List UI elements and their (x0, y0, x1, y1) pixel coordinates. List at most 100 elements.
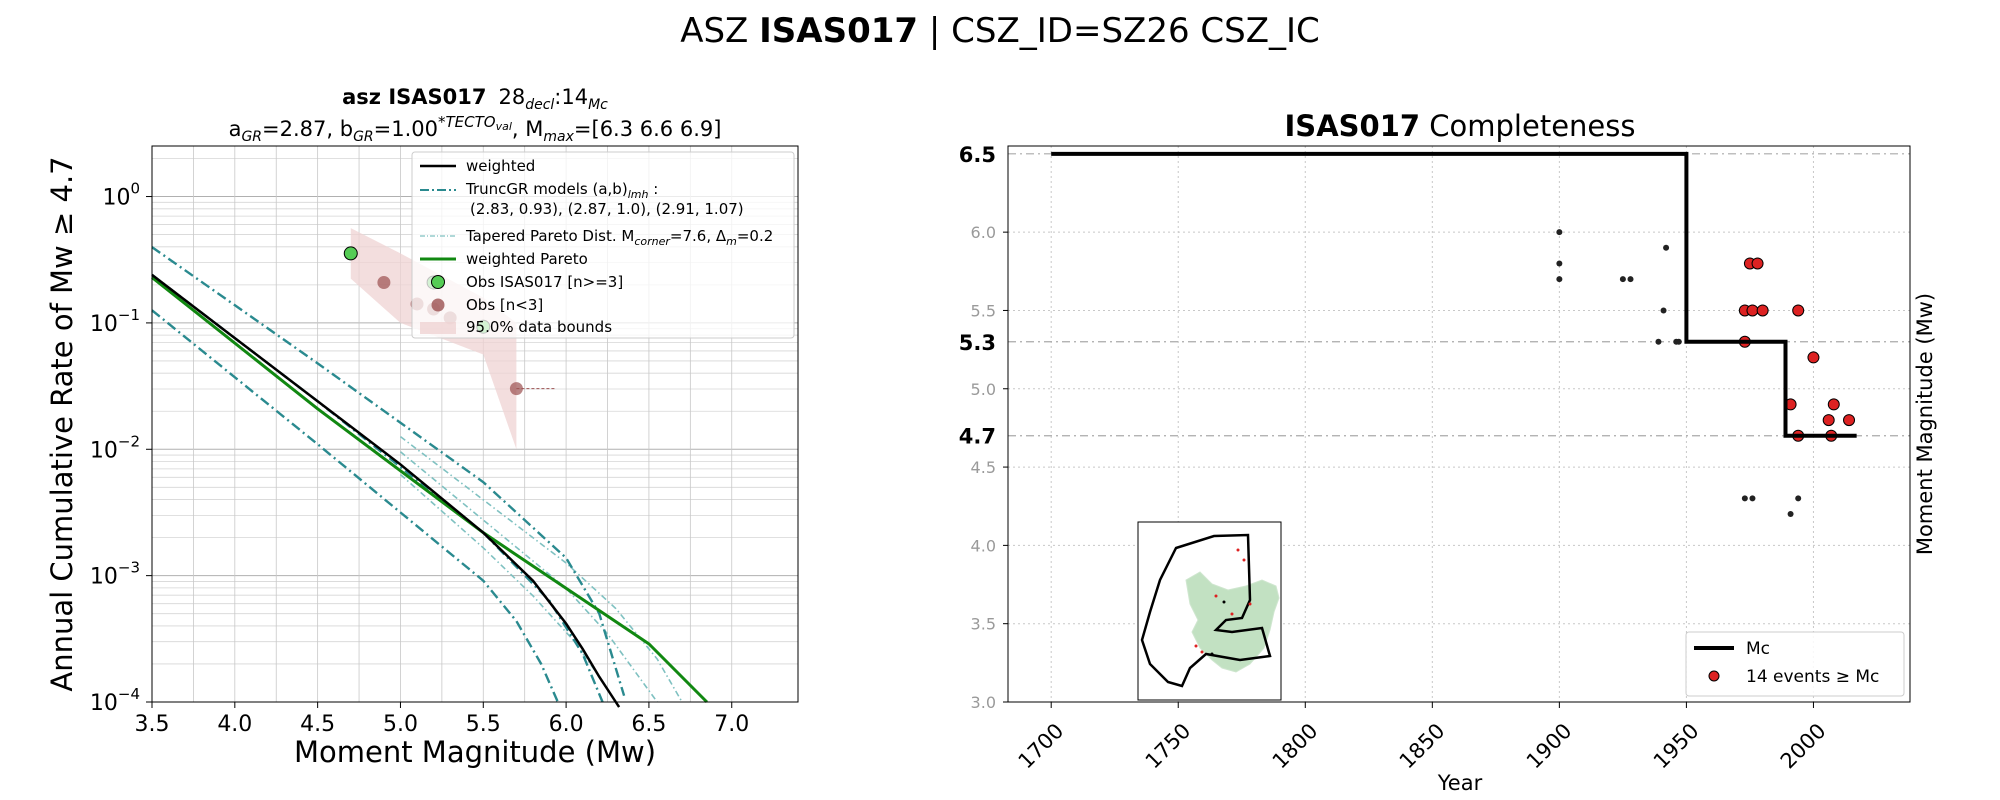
complete-event-point (1792, 304, 1805, 317)
mfd-legend: weighted TruncGR models (a,b)lmh : (2.83… (411, 151, 795, 339)
completeness-y-tick-label: 5.5 (971, 301, 996, 320)
mc-value-label: 6.5 (959, 143, 996, 167)
completeness-points (1556, 229, 1856, 518)
completeness-axes-frame (1007, 145, 1911, 703)
mfd-title-line1: asz ISAS017 28decl:14Mc (342, 85, 608, 113)
completeness-ylabel: Moment Magnitude (Mw) (1913, 293, 1937, 555)
completeness-x-tick-label: 1700 (1014, 719, 1069, 774)
mfd-y-tick-label: 10−2 (90, 432, 140, 463)
weighted-line (151, 273, 621, 708)
truncgr-line (151, 246, 626, 697)
mfd-lines (151, 246, 708, 708)
mfd-x-tick-label: 6.0 (549, 712, 584, 737)
completeness-y-ticks: 3.0 3.5 4.0 4.5 5.0 5.5 6.0 4.7 5.3 6.5 (959, 143, 1008, 712)
inset-map-event (1200, 650, 1204, 654)
legend-frame (411, 151, 795, 339)
catalog-event-point (1787, 511, 1794, 518)
inset-map-station (1222, 600, 1226, 604)
legend-bounds-label: 95.0% data bounds (466, 318, 612, 336)
completeness-panel: ISAS017 Completeness 1700 1750 1800 1850 190… (959, 109, 1937, 795)
legend-truncgr-label: TruncGR models (a,b)lmh : (465, 180, 658, 201)
mfd-y-tick-label: 10−1 (90, 306, 140, 337)
tapered-pareto-line (399, 451, 658, 703)
complete-event-point (1843, 414, 1856, 427)
inset-map-event (1194, 644, 1198, 648)
catalog-event-point (1795, 495, 1802, 502)
completeness-title: ISAS017 Completeness (1285, 109, 1636, 143)
completeness-x-tick-label: 2000 (1776, 719, 1831, 774)
mfd-x-tick-label: 6.5 (631, 712, 666, 737)
mfd-x-tick-label: 5.0 (383, 712, 418, 737)
catalog-event-point (1741, 495, 1748, 502)
inset-map-station (1210, 652, 1214, 656)
mfd-y-ticks: 10−4 10−3 10−2 10−1 100 (90, 180, 152, 716)
mfd-xlabel: Moment Magnitude (Mw) (294, 735, 656, 769)
legend-obslt3-swatch (431, 298, 445, 312)
legend-truncgr-values: (2.83, 0.93), (2.87, 1.0), (2.91, 1.07) (470, 200, 744, 218)
obs-point (343, 246, 358, 261)
legend-events-swatch (1708, 670, 1720, 682)
complete-event-point (1756, 304, 1769, 317)
mfd-ylabel: Annual Cumulative Rate of Mw ≥ 4.7 (45, 156, 79, 691)
mfd-y-tick-label: 100 (102, 180, 140, 211)
complete-event-point (1827, 398, 1840, 411)
catalog-event-point (1749, 495, 1756, 502)
mfd-x-tick-label: 5.5 (466, 712, 501, 737)
truncgr-line (151, 273, 604, 703)
catalog-event-point (1556, 229, 1563, 236)
catalog-event-point (1556, 276, 1563, 283)
legend-weighted-label: weighted (466, 157, 535, 175)
mfd-x-tick-label: 7.0 (714, 712, 749, 737)
figure-suptitle: ASZ ISAS017 | CSZ_ID=SZ26 CSZ_IC (680, 11, 1320, 51)
mfd-y-tick-label: 10−3 (90, 559, 140, 590)
obs-lt3-point (509, 382, 523, 396)
data-bounds-band (350, 228, 517, 450)
completeness-x-tick-label: 1950 (1649, 719, 1704, 774)
completeness-x-tick-label: 1750 (1141, 719, 1196, 774)
completeness-x-tick-label: 1800 (1268, 719, 1323, 774)
complete-event-point (1822, 414, 1835, 427)
mc-value-label: 5.3 (959, 331, 996, 355)
mfd-x-tick-label: 3.5 (135, 712, 170, 737)
completeness-x-tick-label: 1850 (1395, 719, 1450, 774)
catalog-event-point (1556, 260, 1563, 267)
catalog-event-point (1675, 338, 1682, 345)
inset-map (1137, 521, 1282, 701)
completeness-y-tick-label: 3.0 (971, 693, 996, 712)
inset-map-zone-outline (1140, 533, 1272, 688)
inset-map-landmass (1185, 571, 1280, 673)
completeness-y-tick-label: 4.5 (971, 458, 996, 477)
inset-map-event (1236, 548, 1240, 552)
catalog-event-point (1619, 276, 1626, 283)
data-bounds-polygon (350, 228, 517, 450)
completeness-y-tick-label: 6.0 (971, 223, 996, 242)
completeness-x-tick-label: 1900 (1522, 719, 1577, 774)
legend-mc-label: Mc (1746, 639, 1770, 659)
legend-frame (1685, 631, 1905, 697)
completeness-y-tick-label: 3.5 (971, 615, 996, 634)
tapered-pareto-line (399, 436, 683, 703)
obs-lt3-point (377, 275, 391, 289)
mfd-x-tick-label: 4.0 (217, 712, 252, 737)
mc-step-line (1051, 151, 1857, 438)
legend-pareto-label: weighted Pareto (466, 250, 588, 268)
mfd-x-tick-label: 4.5 (300, 712, 335, 737)
complete-event-point (1807, 351, 1820, 364)
legend-bounds-swatch (420, 322, 456, 334)
mfd-y-tick-label: 10−4 (90, 685, 140, 716)
legend-obslt3-label: Obs [n<3] (466, 296, 543, 314)
completeness-legend: Mc 14 events ≥ Mc (1685, 631, 1905, 697)
catalog-event-point (1655, 338, 1662, 345)
completeness-y-tick-label: 5.0 (971, 380, 996, 399)
legend-tapered-label: Tapered Pareto Dist. Mcorner=7.6, Δm=0.2 (465, 227, 773, 248)
legend-obs-swatch (431, 275, 445, 289)
completeness-xlabel: Year (1437, 771, 1483, 795)
inset-map-event (1242, 558, 1246, 562)
complete-event-point (1751, 257, 1764, 270)
legend-obs-label: Obs ISAS017 [n>=3] (466, 273, 623, 291)
mc-level-lines (1008, 153, 1910, 437)
mfd-x-ticks: 3.5 4.0 4.5 5.0 5.5 6.0 6.5 7.0 (135, 702, 749, 737)
completeness-y-tick-label: 4.0 (971, 536, 996, 555)
inset-map-event (1214, 594, 1218, 598)
